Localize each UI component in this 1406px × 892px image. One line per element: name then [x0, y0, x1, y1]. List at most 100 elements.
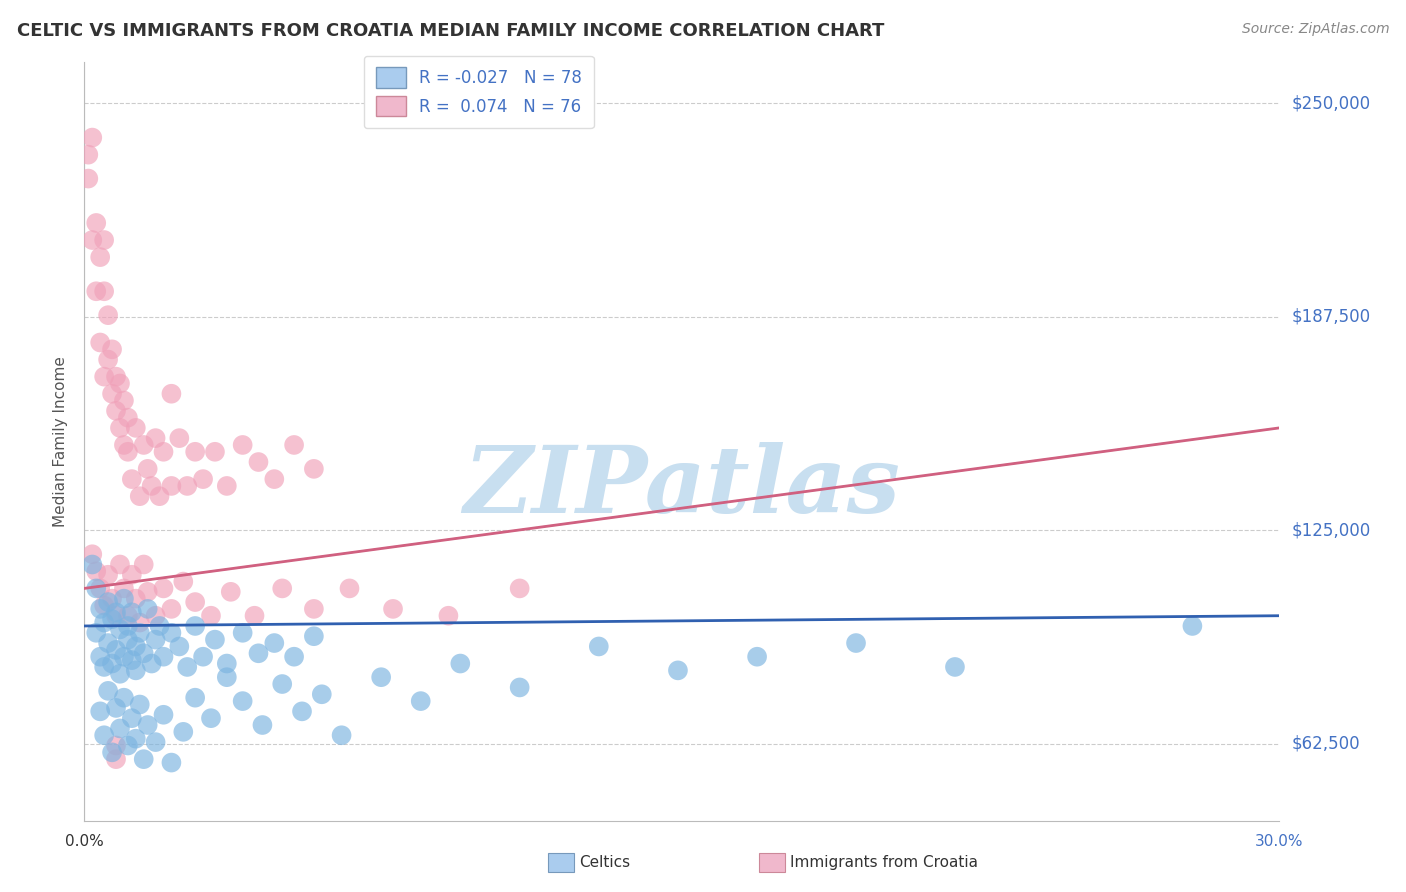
- Point: [160, 602, 183, 616]
- Point: [160, 625, 183, 640]
- Point: [105, 404, 128, 418]
- Point: [101, 386, 124, 401]
- Point: [283, 438, 305, 452]
- Point: [291, 704, 314, 718]
- Point: [141, 657, 163, 671]
- Point: [204, 444, 226, 458]
- Point: [97, 352, 120, 367]
- Point: [125, 640, 148, 654]
- Text: ZIPatlas: ZIPatlas: [464, 442, 900, 532]
- Point: [112, 438, 135, 452]
- Point: [200, 608, 222, 623]
- Point: [82, 547, 104, 561]
- Point: [82, 558, 104, 572]
- Point: [302, 629, 325, 643]
- Point: [263, 472, 285, 486]
- Point: [509, 582, 531, 596]
- Point: [176, 479, 198, 493]
- Point: [101, 612, 124, 626]
- Point: [184, 619, 207, 633]
- Point: [132, 646, 155, 660]
- Point: [191, 472, 214, 486]
- Point: [219, 584, 242, 599]
- Point: [117, 739, 139, 753]
- Point: [184, 595, 207, 609]
- Point: [101, 591, 124, 606]
- Point: [89, 649, 111, 664]
- Point: [82, 233, 104, 247]
- Text: CELTIC VS IMMIGRANTS FROM CROATIA MEDIAN FAMILY INCOME CORRELATION CHART: CELTIC VS IMMIGRANTS FROM CROATIA MEDIAN…: [17, 22, 884, 40]
- Point: [125, 421, 148, 435]
- Point: [184, 690, 207, 705]
- Point: [121, 653, 143, 667]
- Point: [105, 739, 128, 753]
- Point: [215, 670, 238, 684]
- Point: [330, 728, 353, 742]
- Point: [1181, 619, 1204, 633]
- Point: [97, 308, 120, 322]
- Point: [125, 664, 148, 678]
- Text: 30.0%: 30.0%: [1256, 834, 1303, 849]
- Point: [121, 567, 143, 582]
- Point: [105, 608, 128, 623]
- Point: [152, 707, 174, 722]
- Point: [148, 489, 170, 503]
- Point: [252, 718, 274, 732]
- Point: [97, 595, 120, 609]
- Point: [84, 625, 107, 640]
- Point: [93, 615, 115, 630]
- Point: [112, 591, 135, 606]
- Point: [89, 335, 111, 350]
- Point: [136, 462, 159, 476]
- Point: [845, 636, 868, 650]
- Text: $187,500: $187,500: [1291, 308, 1371, 326]
- Point: [176, 660, 198, 674]
- Point: [283, 649, 305, 664]
- Point: [117, 619, 139, 633]
- Point: [409, 694, 432, 708]
- Point: [132, 752, 155, 766]
- Point: [125, 731, 148, 746]
- Point: [112, 690, 135, 705]
- Point: [105, 643, 128, 657]
- Point: [666, 664, 689, 678]
- Point: [121, 605, 143, 619]
- Point: [82, 130, 104, 145]
- Point: [112, 393, 135, 408]
- Point: [112, 649, 135, 664]
- Point: [101, 745, 124, 759]
- Point: [108, 558, 131, 572]
- Point: [112, 582, 135, 596]
- Point: [93, 233, 115, 247]
- Point: [89, 250, 111, 264]
- Point: [84, 216, 107, 230]
- Text: $62,500: $62,500: [1291, 735, 1360, 753]
- Point: [152, 649, 174, 664]
- Text: Celtics: Celtics: [579, 855, 630, 870]
- Point: [160, 386, 183, 401]
- Point: [125, 591, 148, 606]
- Point: [145, 632, 167, 647]
- Point: [232, 438, 254, 452]
- Point: [509, 681, 531, 695]
- Point: [108, 623, 131, 637]
- Point: [145, 735, 167, 749]
- Point: [184, 444, 207, 458]
- Point: [89, 602, 111, 616]
- Point: [382, 602, 405, 616]
- Point: [97, 684, 120, 698]
- Y-axis label: Median Family Income: Median Family Income: [53, 356, 69, 527]
- Point: [145, 608, 167, 623]
- Legend: R = -0.027   N = 78, R =  0.074   N = 76: R = -0.027 N = 78, R = 0.074 N = 76: [364, 55, 593, 128]
- Point: [121, 711, 143, 725]
- Point: [101, 343, 124, 357]
- Point: [232, 625, 254, 640]
- Point: [93, 660, 115, 674]
- Point: [93, 369, 115, 384]
- Point: [108, 722, 131, 736]
- Point: [89, 704, 111, 718]
- Point: [172, 724, 194, 739]
- Point: [128, 698, 150, 712]
- Text: Immigrants from Croatia: Immigrants from Croatia: [790, 855, 979, 870]
- Point: [271, 582, 294, 596]
